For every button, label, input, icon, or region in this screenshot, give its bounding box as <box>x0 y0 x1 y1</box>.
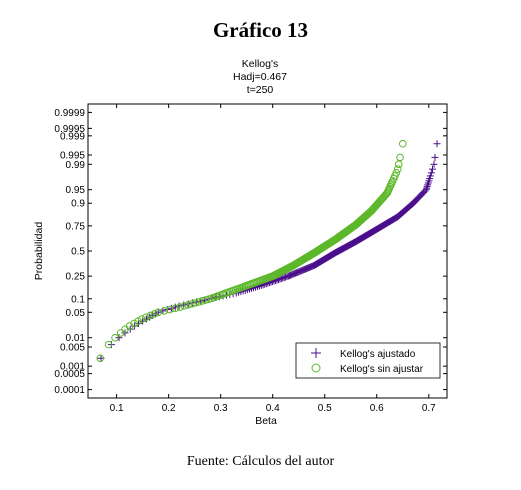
point-circle <box>160 307 169 315</box>
point-circle <box>393 165 402 173</box>
point-circle <box>146 311 155 320</box>
data-marks <box>96 139 441 363</box>
legend-label-sin-ajustar: Kellog's sin ajustar <box>340 364 424 375</box>
point-circle <box>104 340 113 349</box>
y-tick-label: 0.995 <box>60 151 85 162</box>
point-plus <box>431 153 439 161</box>
point-plus <box>433 140 441 148</box>
point-plus <box>427 169 435 177</box>
point-plus <box>421 187 429 195</box>
point-circle <box>394 160 403 169</box>
point-circle <box>392 169 401 177</box>
y-tick-label: 0.99 <box>66 160 86 171</box>
point-circle <box>137 315 146 323</box>
x-tick-label: 0.7 <box>422 403 436 414</box>
point-circle <box>176 303 184 311</box>
y-tick-label: 0.9999 <box>54 108 85 119</box>
x-tick-label: 0.2 <box>162 403 176 414</box>
y-tick-label: 0.01 <box>66 333 86 344</box>
point-circle <box>180 302 188 310</box>
point-plus <box>167 304 175 312</box>
series-ajustado <box>97 140 441 362</box>
point-plus <box>424 181 432 189</box>
chart-title-line-1: Kellog's <box>241 58 279 70</box>
y-tick-label: 0.9 <box>71 199 85 210</box>
series-sin-ajustar <box>96 139 407 363</box>
point-plus <box>139 317 147 325</box>
point-plus <box>423 183 431 191</box>
point-plus <box>426 172 434 180</box>
y-tick-label: 0.0005 <box>54 369 85 380</box>
point-circle <box>134 317 142 325</box>
y-tick-label: 0.1 <box>71 294 85 305</box>
point-circle <box>184 301 192 309</box>
x-tick-label: 0.6 <box>370 403 384 414</box>
x-tick-label: 0.3 <box>214 403 228 414</box>
x-tick-label: 0.1 <box>110 403 124 414</box>
figure-title: Gráfico 13 <box>212 18 309 42</box>
legend-box <box>295 342 441 379</box>
point-circle <box>171 304 180 313</box>
legend-marker-sin-ajustar <box>311 363 321 373</box>
chart-title-line-2: Hadj=0.467 <box>232 71 287 83</box>
y-tick-label: 0.25 <box>66 272 86 283</box>
y-axis-label: Probabilidad <box>33 222 45 281</box>
legend-label-ajustado: Kellog's ajustado <box>340 349 416 360</box>
point-circle <box>398 139 407 148</box>
y-tick-label: 0.005 <box>60 342 85 353</box>
point-plus <box>429 165 437 173</box>
y-tick-label: 0.95 <box>66 185 86 196</box>
point-circle <box>150 309 159 318</box>
y-tick-label: 0.9995 <box>54 124 85 135</box>
figure-source: Fuente: Cálculos del autor <box>186 454 335 469</box>
y-tick-label: 0.0001 <box>54 385 85 396</box>
point-plus <box>430 160 438 168</box>
x-axis-label: Beta <box>255 415 277 427</box>
y-tick-label: 0.001 <box>60 362 85 373</box>
point-circle <box>142 313 150 321</box>
y-tick-label: 0.05 <box>66 308 86 319</box>
point-circle <box>116 329 125 337</box>
y-tick-label: 0.75 <box>66 221 86 232</box>
point-circle <box>396 153 404 162</box>
x-tick-label: 0.5 <box>318 403 332 414</box>
legend-marker-ajustado <box>311 348 321 358</box>
y-tick-label: 0.999 <box>60 131 85 142</box>
x-tick-label: 0.4 <box>266 403 280 414</box>
legend: Kellog's ajustado Kellog's sin ajustar <box>295 342 441 379</box>
point-circle <box>111 333 119 342</box>
point-circle <box>188 300 196 308</box>
y-tick-label: 0.5 <box>71 247 85 258</box>
point-circle <box>130 319 138 328</box>
chart-title-line-3: t=250 <box>246 84 274 96</box>
point-circle <box>191 299 200 307</box>
point-circle <box>166 305 174 314</box>
point-plus <box>154 308 162 316</box>
point-circle <box>96 354 105 363</box>
